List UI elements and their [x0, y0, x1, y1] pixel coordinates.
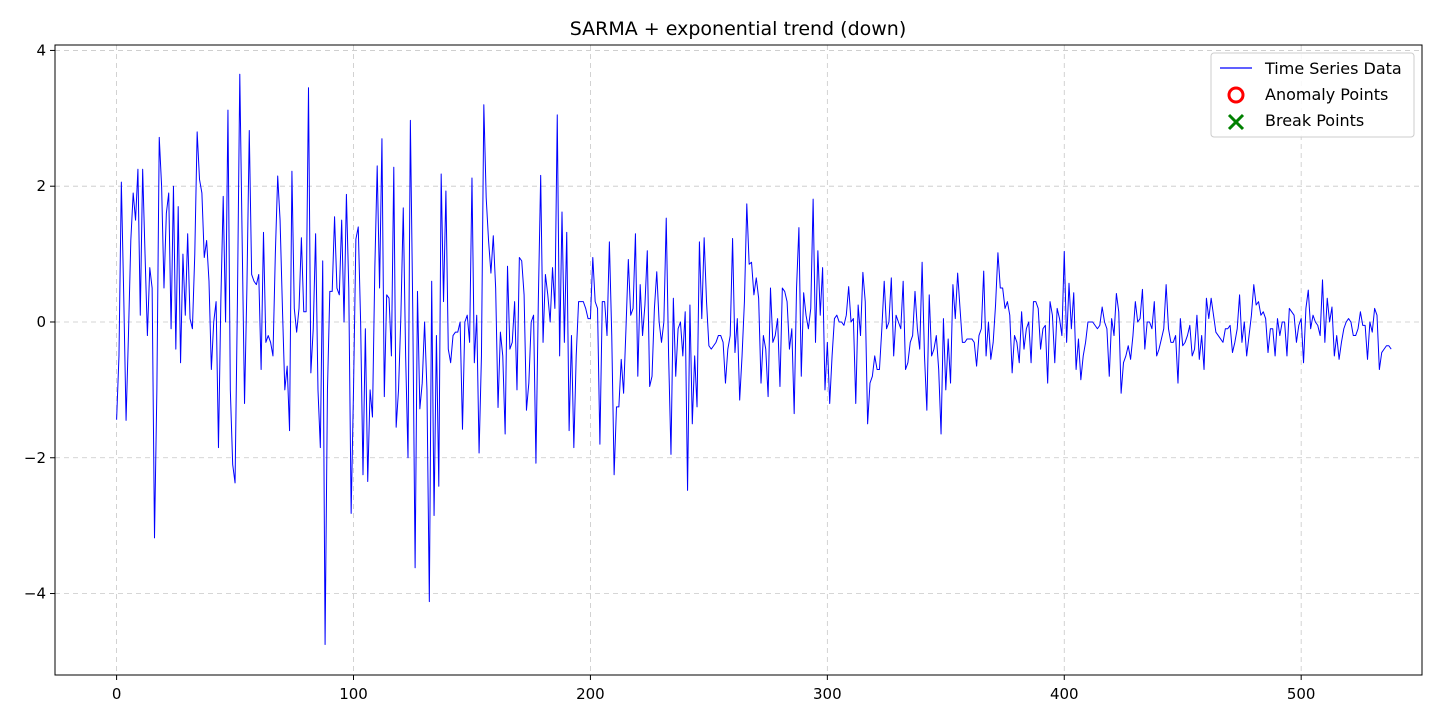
legend: Time Series Data Anomaly Points Break Po…: [1210, 52, 1415, 138]
x-tick-label: 500: [1287, 685, 1316, 703]
y-tick-label: 4: [36, 41, 46, 59]
x-tick-label: 300: [813, 685, 842, 703]
x-tick-label: 100: [339, 685, 368, 703]
x-tick-label: 200: [576, 685, 605, 703]
legend-anomaly-marker-icon: [1227, 86, 1245, 104]
legend-label-time-series: Time Series Data: [1264, 59, 1402, 78]
legend-label-anomaly: Anomaly Points: [1265, 85, 1388, 104]
plot-frame: [54, 44, 1423, 676]
series-layer: [116, 73, 1392, 645]
legend-box: [1210, 52, 1415, 138]
x-tick-label: 400: [1050, 685, 1079, 703]
legend-break-marker-icon: [1227, 113, 1245, 131]
x-tick-label: 0: [112, 685, 122, 703]
series-line-time-series: [116, 73, 1392, 645]
x-axis: 0 100 200 300 400 500: [112, 675, 1316, 703]
legend-label-break: Break Points: [1265, 111, 1364, 130]
y-tick-label: 2: [36, 177, 46, 195]
y-tick-label: −4: [24, 585, 46, 603]
chart-title: SARMA + exponential trend (down): [570, 18, 907, 40]
y-axis: −4 −2 0 2 4: [24, 41, 55, 603]
y-tick-label: −2: [24, 449, 46, 467]
y-tick-label: 0: [36, 313, 46, 331]
